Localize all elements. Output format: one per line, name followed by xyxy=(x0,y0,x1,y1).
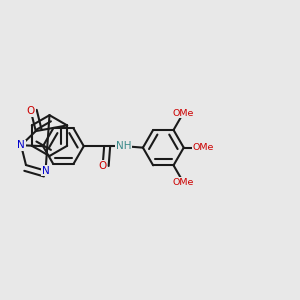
Text: O: O xyxy=(98,160,107,170)
Text: O: O xyxy=(27,106,35,116)
Text: OMe: OMe xyxy=(172,178,194,187)
Text: OMe: OMe xyxy=(192,143,214,152)
Text: N: N xyxy=(42,166,50,176)
Text: NH: NH xyxy=(116,141,131,151)
Text: N: N xyxy=(17,140,25,150)
Text: OMe: OMe xyxy=(172,109,194,118)
